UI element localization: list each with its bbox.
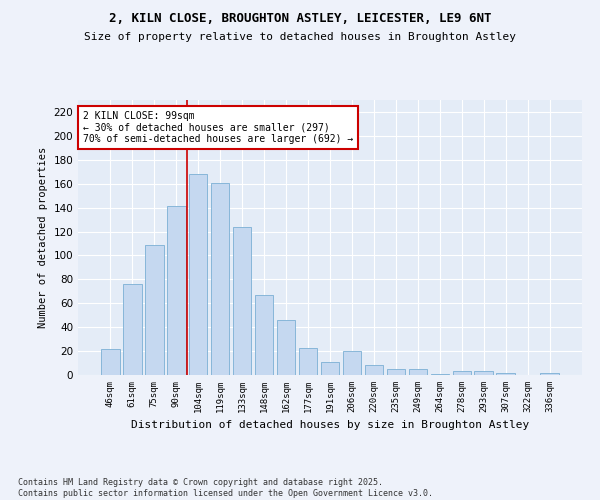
Bar bbox=[409, 369, 427, 375]
Bar bbox=[211, 182, 229, 375]
Text: Size of property relative to detached houses in Broughton Astley: Size of property relative to detached ho… bbox=[84, 32, 516, 42]
Bar bbox=[167, 206, 185, 375]
Bar bbox=[386, 369, 405, 375]
Bar bbox=[541, 372, 559, 375]
Bar bbox=[233, 226, 251, 375]
X-axis label: Distribution of detached houses by size in Broughton Astley: Distribution of detached houses by size … bbox=[131, 420, 529, 430]
Bar bbox=[277, 320, 295, 375]
Bar bbox=[475, 372, 493, 375]
Y-axis label: Number of detached properties: Number of detached properties bbox=[38, 147, 48, 328]
Text: 2, KILN CLOSE, BROUGHTON ASTLEY, LEICESTER, LE9 6NT: 2, KILN CLOSE, BROUGHTON ASTLEY, LEICEST… bbox=[109, 12, 491, 26]
Text: 2 KILN CLOSE: 99sqm
← 30% of detached houses are smaller (297)
70% of semi-detac: 2 KILN CLOSE: 99sqm ← 30% of detached ho… bbox=[83, 111, 353, 144]
Text: Contains HM Land Registry data © Crown copyright and database right 2025.
Contai: Contains HM Land Registry data © Crown c… bbox=[18, 478, 433, 498]
Bar bbox=[431, 374, 449, 375]
Bar bbox=[299, 348, 317, 375]
Bar bbox=[496, 372, 515, 375]
Bar bbox=[255, 295, 274, 375]
Bar bbox=[320, 362, 340, 375]
Bar bbox=[145, 244, 164, 375]
Bar bbox=[452, 372, 471, 375]
Bar bbox=[101, 348, 119, 375]
Bar bbox=[189, 174, 208, 375]
Bar bbox=[123, 284, 142, 375]
Bar bbox=[343, 351, 361, 375]
Bar bbox=[365, 366, 383, 375]
